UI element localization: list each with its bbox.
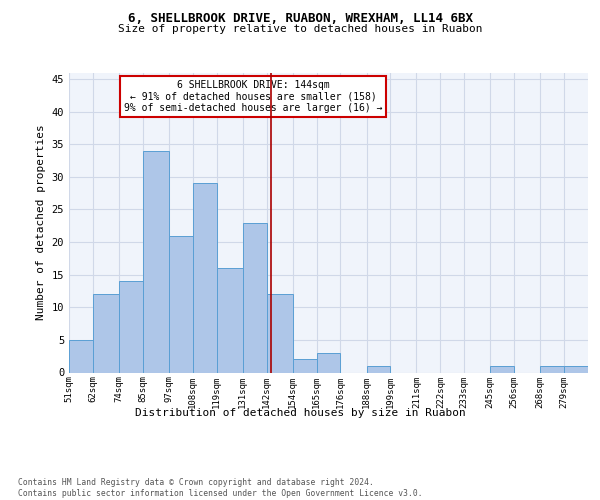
Bar bbox=[490, 366, 514, 372]
Bar bbox=[266, 294, 293, 372]
Bar bbox=[367, 366, 391, 372]
Text: Contains HM Land Registry data © Crown copyright and database right 2024.
Contai: Contains HM Land Registry data © Crown c… bbox=[18, 478, 422, 498]
Bar bbox=[293, 360, 317, 372]
Bar bbox=[243, 222, 266, 372]
Text: Size of property relative to detached houses in Ruabon: Size of property relative to detached ho… bbox=[118, 24, 482, 34]
Bar bbox=[317, 353, 340, 372]
Bar bbox=[193, 184, 217, 372]
Bar bbox=[169, 236, 193, 372]
Bar bbox=[69, 340, 93, 372]
Bar bbox=[217, 268, 243, 372]
Bar bbox=[119, 281, 143, 372]
Bar bbox=[93, 294, 119, 372]
Bar bbox=[564, 366, 588, 372]
Bar bbox=[143, 151, 169, 372]
Text: Distribution of detached houses by size in Ruabon: Distribution of detached houses by size … bbox=[134, 408, 466, 418]
Bar bbox=[540, 366, 564, 372]
Text: 6, SHELLBROOK DRIVE, RUABON, WREXHAM, LL14 6BX: 6, SHELLBROOK DRIVE, RUABON, WREXHAM, LL… bbox=[128, 12, 473, 26]
Y-axis label: Number of detached properties: Number of detached properties bbox=[36, 124, 46, 320]
Text: 6 SHELLBROOK DRIVE: 144sqm
← 91% of detached houses are smaller (158)
9% of semi: 6 SHELLBROOK DRIVE: 144sqm ← 91% of deta… bbox=[124, 80, 382, 113]
